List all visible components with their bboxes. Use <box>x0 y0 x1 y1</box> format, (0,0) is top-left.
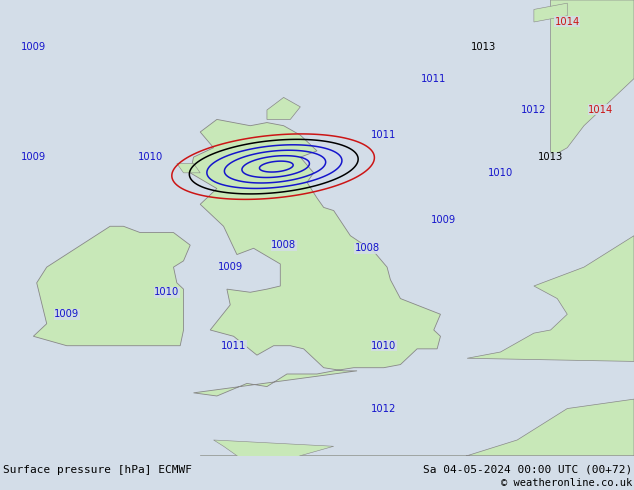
Text: 1013: 1013 <box>538 152 563 162</box>
Polygon shape <box>267 98 301 120</box>
Text: 1012: 1012 <box>521 105 547 115</box>
Text: Surface pressure [hPa] ECMWF: Surface pressure [hPa] ECMWF <box>3 465 192 475</box>
Text: 1008: 1008 <box>354 243 380 253</box>
Text: 1011: 1011 <box>421 74 446 84</box>
Text: © weatheronline.co.uk: © weatheronline.co.uk <box>501 478 633 488</box>
Text: 1013: 1013 <box>471 42 496 52</box>
Text: 1012: 1012 <box>371 404 396 414</box>
Text: 1014: 1014 <box>555 17 580 27</box>
Polygon shape <box>177 164 200 173</box>
Polygon shape <box>214 440 333 465</box>
Text: 1010: 1010 <box>154 287 179 297</box>
Text: Sa 04-05-2024 00:00 UTC (00+72): Sa 04-05-2024 00:00 UTC (00+72) <box>424 465 633 475</box>
Text: 1010: 1010 <box>138 152 163 162</box>
Polygon shape <box>190 120 441 396</box>
Text: 1009: 1009 <box>217 262 243 272</box>
Polygon shape <box>550 0 634 157</box>
Text: 1014: 1014 <box>588 105 613 115</box>
Text: 1009: 1009 <box>21 152 46 162</box>
Text: 1010: 1010 <box>488 168 513 178</box>
Polygon shape <box>34 226 190 346</box>
Text: 1011: 1011 <box>371 130 396 140</box>
Polygon shape <box>467 236 634 362</box>
Text: 1011: 1011 <box>221 341 246 351</box>
Text: 1009: 1009 <box>21 42 46 52</box>
Text: 1009: 1009 <box>54 309 79 319</box>
Text: 1009: 1009 <box>431 215 456 225</box>
Text: 1008: 1008 <box>271 240 296 250</box>
Text: 1010: 1010 <box>371 341 396 351</box>
Polygon shape <box>534 3 567 22</box>
Polygon shape <box>200 399 634 471</box>
